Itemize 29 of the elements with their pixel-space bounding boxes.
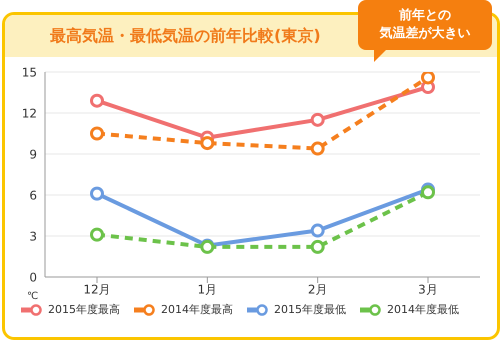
point — [310, 142, 325, 156]
y-tick-label: 15 — [22, 65, 37, 80]
point — [90, 186, 104, 201]
point — [310, 112, 325, 127]
point — [421, 185, 435, 200]
y-tick-label: 6 — [29, 188, 37, 202]
point — [421, 72, 435, 84]
x-tick-label: 2月 — [308, 282, 328, 297]
x-tick-label: 12月 — [83, 282, 111, 297]
point — [90, 126, 104, 140]
y-tick-label: 12 — [22, 106, 37, 120]
legend-label: 2015年度最高 — [47, 302, 120, 317]
point — [90, 228, 104, 242]
y-tick-label: 0 — [29, 270, 37, 284]
text: 前年との — [399, 7, 451, 25]
y-tick-label: 9 — [29, 147, 37, 162]
point — [90, 94, 104, 108]
y-tick-label: 3 — [29, 229, 37, 244]
y-axis-title: ℃ — [27, 291, 38, 302]
x-tick-label: 1月 — [198, 282, 218, 297]
legend-label: 2014年度最高 — [160, 302, 233, 317]
chart-title: 最高気温・最低気温の前年比較(東京) — [50, 26, 321, 44]
legend-label: 2014年度最低 — [386, 302, 459, 317]
text: 気温差が大きい — [380, 25, 470, 43]
point — [310, 224, 325, 238]
x-tick-label: 3月 — [418, 282, 438, 297]
point — [310, 240, 325, 254]
point — [200, 136, 214, 150]
legend-label: 2015年度最低 — [273, 302, 346, 317]
